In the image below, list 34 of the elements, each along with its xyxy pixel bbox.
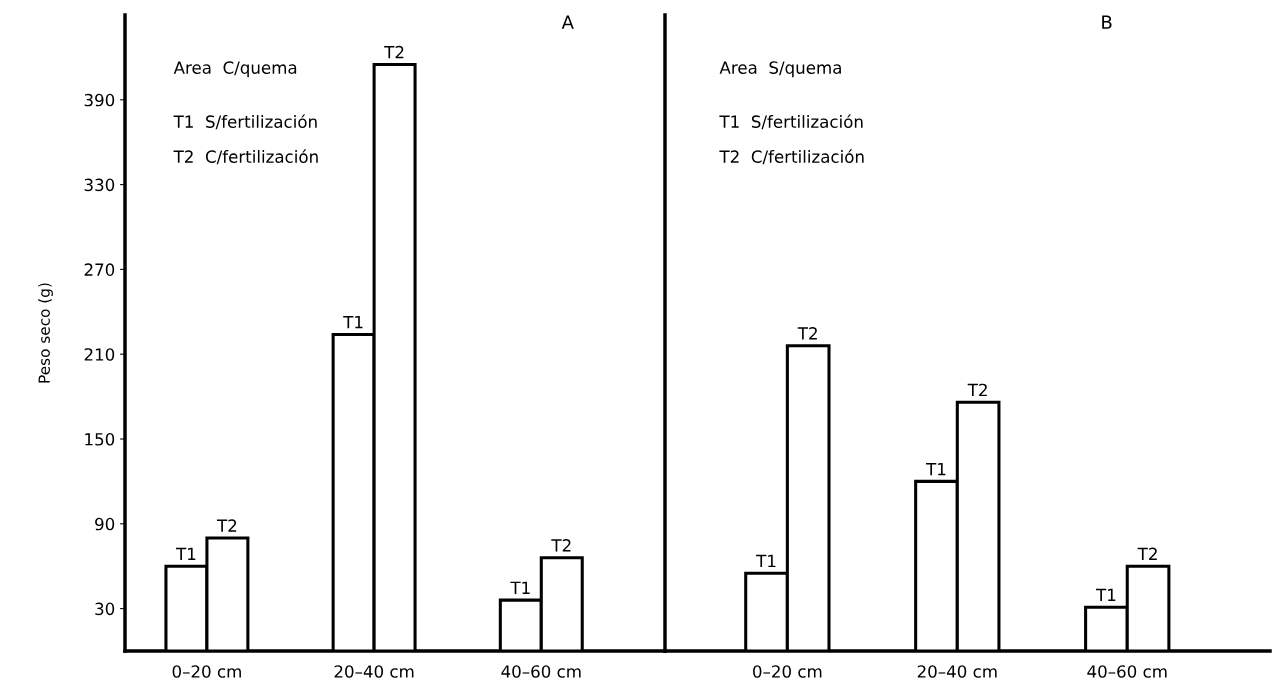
x-tick-label: 40–60 cm [1087, 665, 1167, 678]
y-tick-label: 390 [84, 93, 115, 107]
series-label: T1 [176, 547, 196, 560]
annotation: Area C/quema [173, 61, 297, 78]
x-tick-label: 0–20 cm [753, 665, 822, 678]
series-label: T1 [926, 463, 946, 476]
annotation: T2 C/fertilización [173, 149, 318, 165]
annotation: T2 C/fertilización [719, 149, 864, 165]
x-tick-label: 20–40 cm [334, 665, 414, 678]
annotation: Area S/quema [719, 61, 841, 78]
x-tick-label: 40–60 cm [501, 665, 581, 678]
text: T1 [1095, 588, 1116, 601]
series-label: T2 [797, 327, 817, 340]
text: T2 [551, 539, 571, 552]
y-tick-label: 270 [84, 263, 115, 276]
y-axis-title: Peso seco (g) [38, 283, 53, 383]
annotation: T1 S/fertilización [173, 114, 317, 130]
y-tick-label: 30 [95, 602, 115, 616]
text: T1 [756, 554, 776, 568]
y-tick-label: 210 [84, 348, 115, 361]
y-tick-label: 330 [84, 178, 115, 192]
text: T1 [343, 316, 363, 329]
series-label: T2 [216, 519, 237, 532]
chart-title: B [1102, 15, 1112, 29]
text: T2 [1137, 547, 1157, 560]
text: T2 [384, 45, 404, 59]
text: T1 [510, 581, 530, 594]
text: T2 [967, 383, 987, 397]
y-tick-label: 90 [95, 517, 115, 531]
chart-title: A [561, 15, 574, 29]
x-tick-label: 0–20 cm [172, 665, 241, 678]
annotation: T1 S/fertilización [719, 114, 863, 130]
x-tick-label: 20–40 cm [917, 665, 997, 678]
y-tick-label: 150 [85, 432, 115, 446]
